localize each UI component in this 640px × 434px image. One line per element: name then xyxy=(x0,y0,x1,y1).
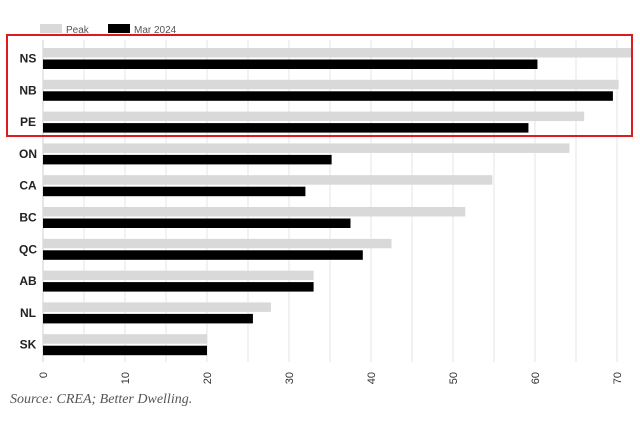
bar-peak-ns xyxy=(43,48,632,58)
legend-swatch-mar-2024 xyxy=(108,24,130,33)
bar-mar-2024-pe xyxy=(43,123,529,133)
bar-peak-nb xyxy=(43,79,619,90)
chart-source: Source: CREA; Better Dwelling. xyxy=(10,392,193,407)
x-tick-label: 20 xyxy=(202,372,214,384)
category-label: QC xyxy=(19,242,37,256)
x-tick-label: 10 xyxy=(120,372,132,384)
bar-mar-2024-nb xyxy=(43,91,613,101)
x-tick-label: 60 xyxy=(530,372,542,384)
bar-mar-2024-on xyxy=(43,154,332,165)
bar-peak-on xyxy=(43,143,570,153)
category-label: SK xyxy=(20,338,37,352)
bar-peak-sk xyxy=(43,334,207,344)
bar-peak-bc xyxy=(43,207,466,217)
bar-peak-ab xyxy=(43,270,314,281)
x-tick-label: 70 xyxy=(612,372,624,384)
bar-mar-2024-nl xyxy=(43,313,253,324)
x-tick-label: 30 xyxy=(284,372,296,384)
bar-mar-2024-bc xyxy=(43,218,351,228)
category-label: NB xyxy=(19,83,37,97)
bar-peak-qc xyxy=(43,238,392,249)
bar-peak-pe xyxy=(43,111,585,122)
highlight-box xyxy=(6,34,633,137)
x-tick-label: 0 xyxy=(38,372,50,378)
category-label: BC xyxy=(19,211,37,225)
bar-mar-2024-ab xyxy=(43,282,314,292)
bar-mar-2024-ns xyxy=(43,59,538,69)
category-label: CA xyxy=(19,179,37,193)
category-label: PE xyxy=(20,115,36,129)
x-tick-label: 40 xyxy=(366,372,378,384)
category-label: ON xyxy=(19,147,37,161)
category-label: AB xyxy=(19,274,37,288)
bar-mar-2024-ca xyxy=(43,186,306,197)
category-label: NS xyxy=(20,52,37,66)
legend-label-peak: Peak xyxy=(66,25,90,36)
bar-peak-ca xyxy=(43,175,493,185)
x-tick-label: 50 xyxy=(448,372,460,384)
category-label: NL xyxy=(20,306,36,320)
bar-peak-nl xyxy=(43,302,271,312)
bar-mar-2024-qc xyxy=(43,250,363,260)
legend-swatch-peak xyxy=(40,24,62,33)
bar-mar-2024-sk xyxy=(43,345,207,356)
legend-label-mar-2024: Mar 2024 xyxy=(134,25,177,36)
